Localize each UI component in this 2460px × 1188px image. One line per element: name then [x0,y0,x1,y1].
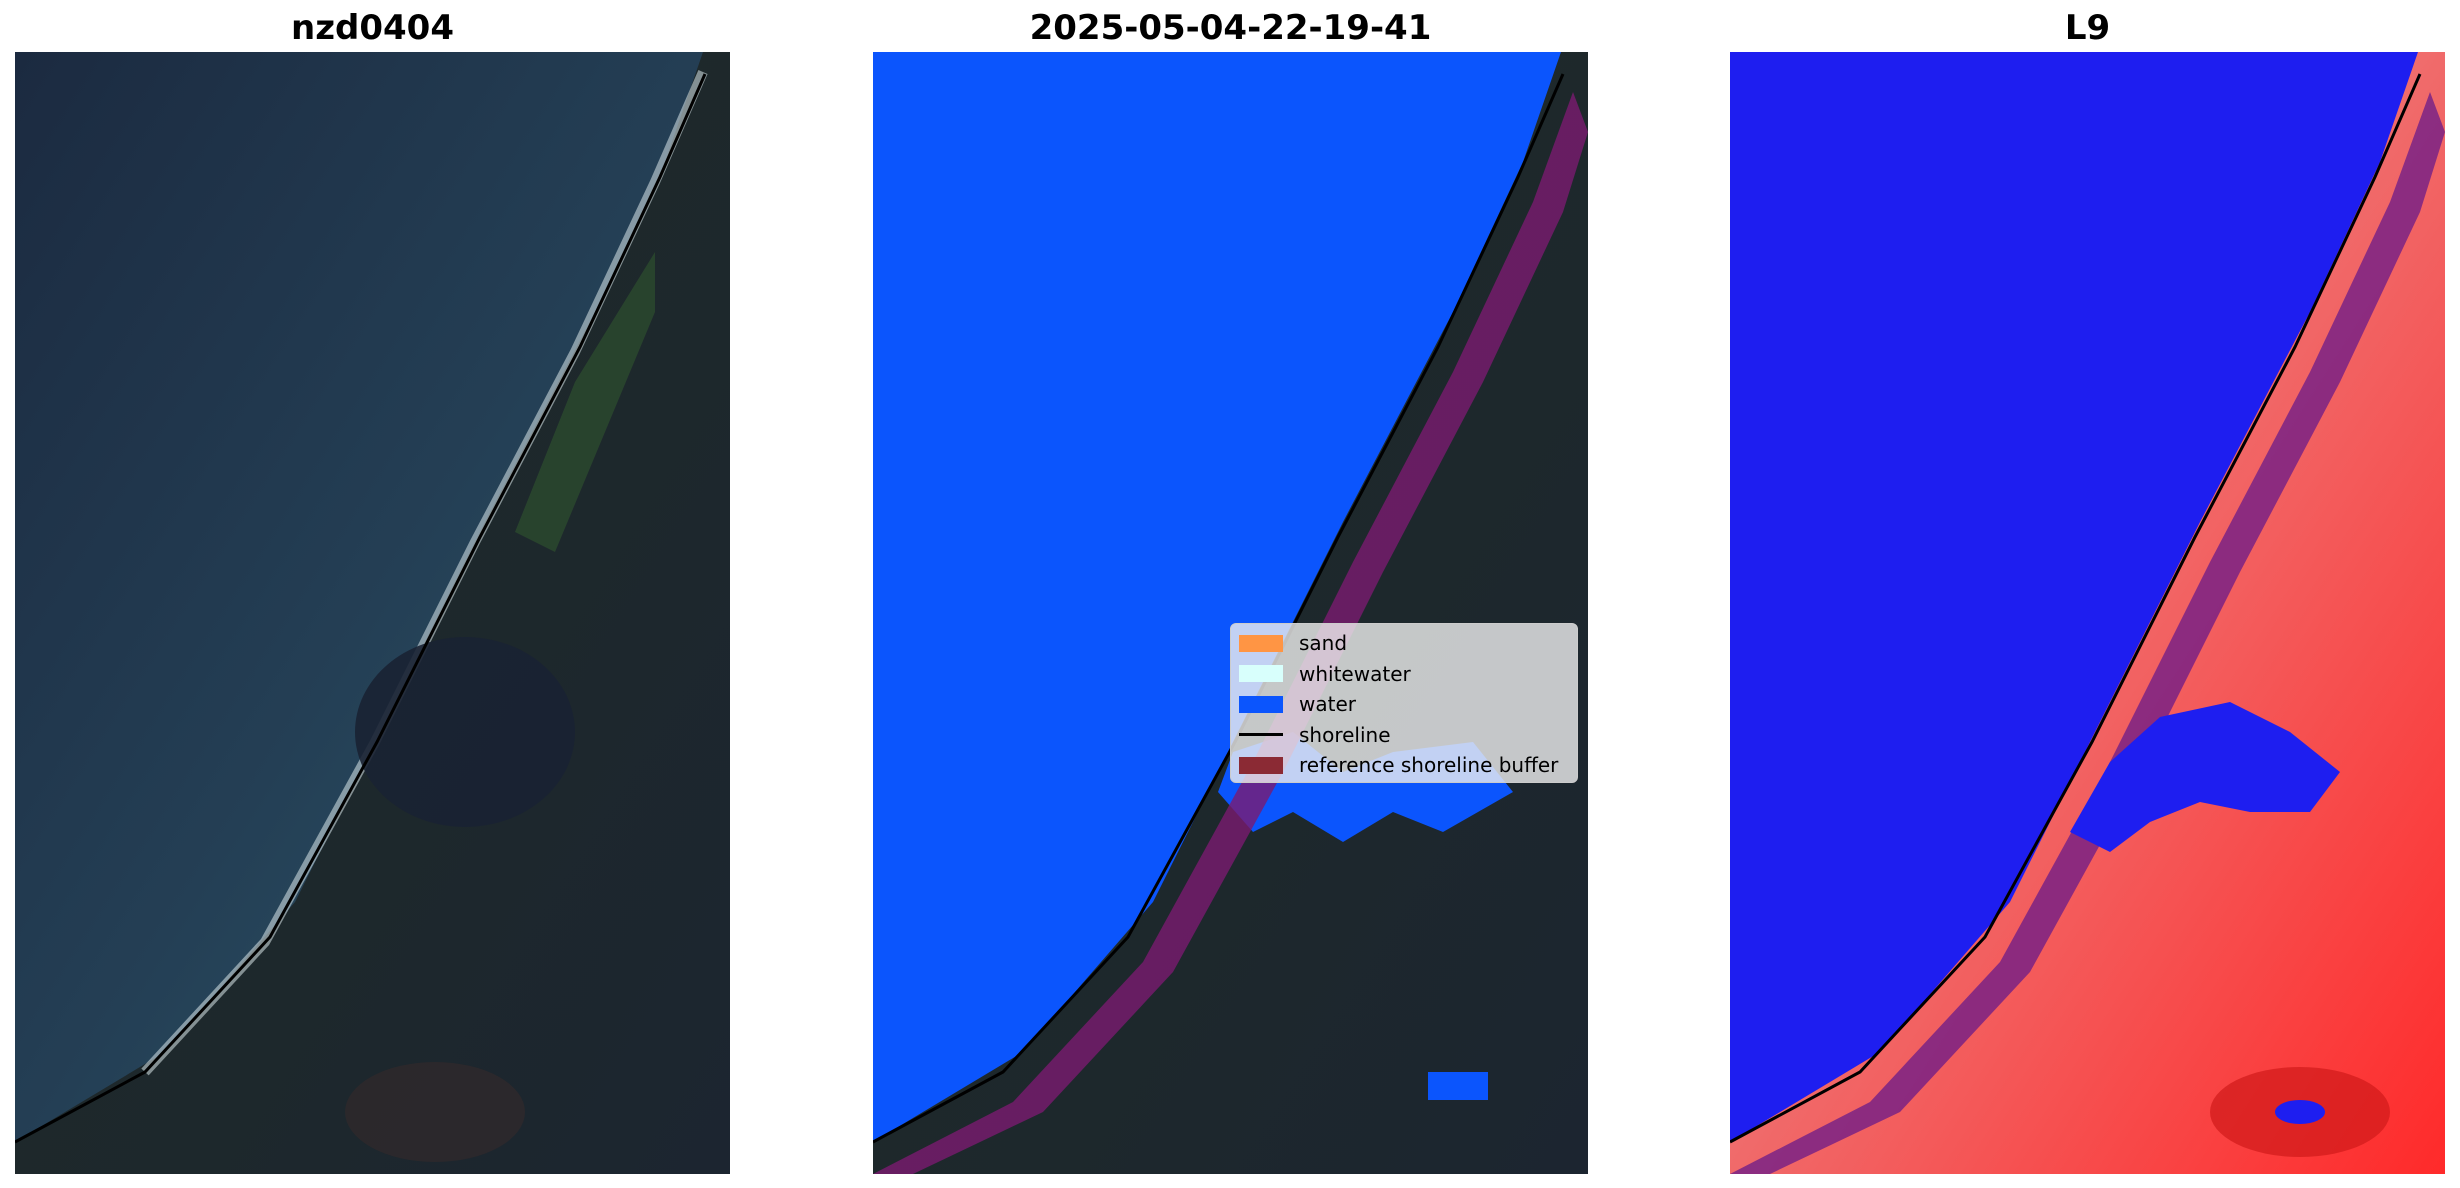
legend-label: reference shoreline buffer [1299,753,1559,778]
legend-label: whitewater [1299,661,1411,686]
water-swatch [1239,695,1283,713]
water-index-image [1730,52,2445,1174]
panel-title-3: L9 [2064,8,2111,48]
legend-item-sand: sand [1239,628,1569,659]
legend-label: sand [1299,631,1348,656]
sand-swatch [1239,634,1283,652]
panel-title-1: nzd0404 [291,8,454,48]
shoreline-line-swatch [1239,733,1283,737]
legend-item-water: water [1239,689,1569,720]
legend-item-buffer: reference shoreline buffer [1239,750,1569,781]
shoreline [15,73,707,1144]
whitewater-swatch [1239,665,1283,683]
legend-item-shoreline: shoreline [1239,720,1569,751]
buffer-swatch [1239,756,1283,774]
legend: sand whitewater water shoreline referenc… [1230,623,1578,783]
classified-image-overlay [873,52,1588,1174]
legend-label: water [1299,692,1356,717]
panel-title-2: 2025-05-04-22-19-41 [1029,8,1432,48]
shoreline [1730,73,2422,1144]
rgb-satellite-image [15,52,730,1174]
legend-label: shoreline [1299,722,1391,747]
legend-item-whitewater: whitewater [1239,659,1569,690]
